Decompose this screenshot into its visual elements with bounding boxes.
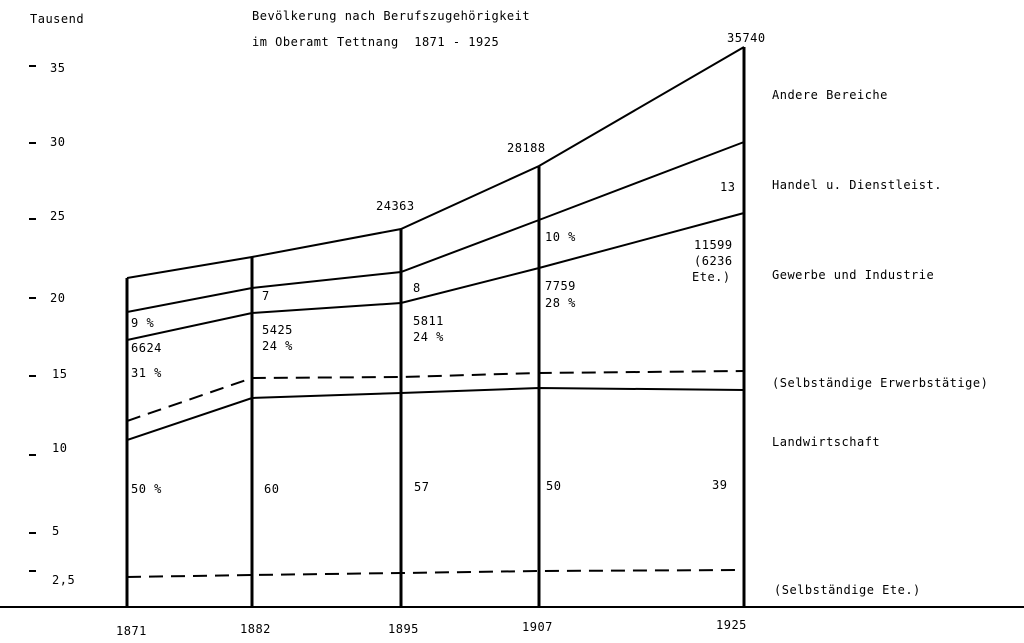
x-tick-label-1907: 1907 xyxy=(522,620,553,634)
gewerbe-note-1925-line2: Ete.) xyxy=(692,270,731,284)
y-tick-mark xyxy=(29,375,36,377)
y-tick-mark xyxy=(29,532,36,534)
y-tick-label: 10 xyxy=(52,441,68,455)
gewerbe-note-1925-line1: (6236 xyxy=(694,254,733,268)
y-tick-label: 35 xyxy=(50,61,66,75)
land-pct-1882: 60 xyxy=(264,482,280,496)
legend-handel: Handel u. Dienstleist. xyxy=(772,178,942,192)
legend-selbstaendige-erwerbstaetige: (Selbständige Erwerbstätige) xyxy=(772,376,989,390)
gewerbe-abs-1907: 7759 xyxy=(545,279,576,293)
gewerbe-pct-1871: 31 % xyxy=(131,366,162,380)
land-pct-1895: 57 xyxy=(414,480,430,494)
x-tick-label-1895: 1895 xyxy=(388,622,419,636)
y-tick-label: 25 xyxy=(50,209,66,223)
chart-subtitle: im Oberamt Tettnang 1871 - 1925 xyxy=(252,35,500,49)
y-axis-label: Tausend xyxy=(30,12,85,26)
handel-label-1882: 7 xyxy=(262,289,270,303)
gewerbe-pct-1907: 28 % xyxy=(545,296,576,310)
y-tick-mark xyxy=(29,454,36,456)
y-tick-label: 5 xyxy=(52,524,60,538)
y-tick-mark xyxy=(29,297,36,299)
x-tick-label-1925: 1925 xyxy=(716,618,747,632)
gewerbe-pct-1895: 24 % xyxy=(413,330,444,344)
line-total xyxy=(126,46,745,279)
gewerbe-abs-1882: 5425 xyxy=(262,323,293,337)
handel-label-1871: 9 % xyxy=(131,316,155,330)
y-tick-mark xyxy=(29,570,36,572)
total-label-1925: 35740 xyxy=(727,31,766,45)
legend-gewerbe: Gewerbe und Industrie xyxy=(772,268,935,282)
total-label-1907: 28188 xyxy=(507,141,546,155)
y-tick-label: 30 xyxy=(50,135,66,149)
line-handel xyxy=(126,141,745,313)
x-tick-label-1882: 1882 xyxy=(240,622,271,636)
y-tick-label: 2,5 xyxy=(52,573,76,587)
y-tick-label: 20 xyxy=(50,291,66,305)
land-pct-1925: 39 xyxy=(712,478,728,492)
y-tick-label: 15 xyxy=(52,367,68,381)
legend-selbstaendige-ete: (Selbständige Ete.) xyxy=(774,583,921,597)
handel-label-1907: 10 % xyxy=(545,230,576,244)
handel-label-1925: 13 xyxy=(720,180,736,194)
line-gewerbe xyxy=(126,212,745,341)
y-tick-mark xyxy=(29,65,36,67)
gewerbe-pct-1882: 24 % xyxy=(262,339,293,353)
chart-title: Bevölkerung nach Berufszugehörigkeit xyxy=(252,9,531,23)
line-selbstaendige-ete xyxy=(126,569,745,578)
y-tick-mark xyxy=(29,142,36,144)
land-pct-1871: 50 % xyxy=(131,482,162,496)
gewerbe-abs-1871: 6624 xyxy=(131,341,162,355)
handel-label-1895: 8 xyxy=(413,281,421,295)
legend-landwirtschaft: Landwirtschaft xyxy=(772,435,881,449)
line-selbstaendige-erwerbstaetige xyxy=(126,370,745,422)
y-tick-mark xyxy=(29,218,36,220)
total-label-1895: 24363 xyxy=(376,199,415,213)
land-pct-1907: 50 xyxy=(546,479,562,493)
x-tick-label-1871: 1871 xyxy=(116,624,147,638)
gewerbe-abs-1895: 5811 xyxy=(413,314,444,328)
line-landwirtschaft xyxy=(126,386,745,441)
legend-andere-bereiche: Andere Bereiche xyxy=(772,88,888,102)
gewerbe-abs-1925: 11599 xyxy=(694,238,733,252)
